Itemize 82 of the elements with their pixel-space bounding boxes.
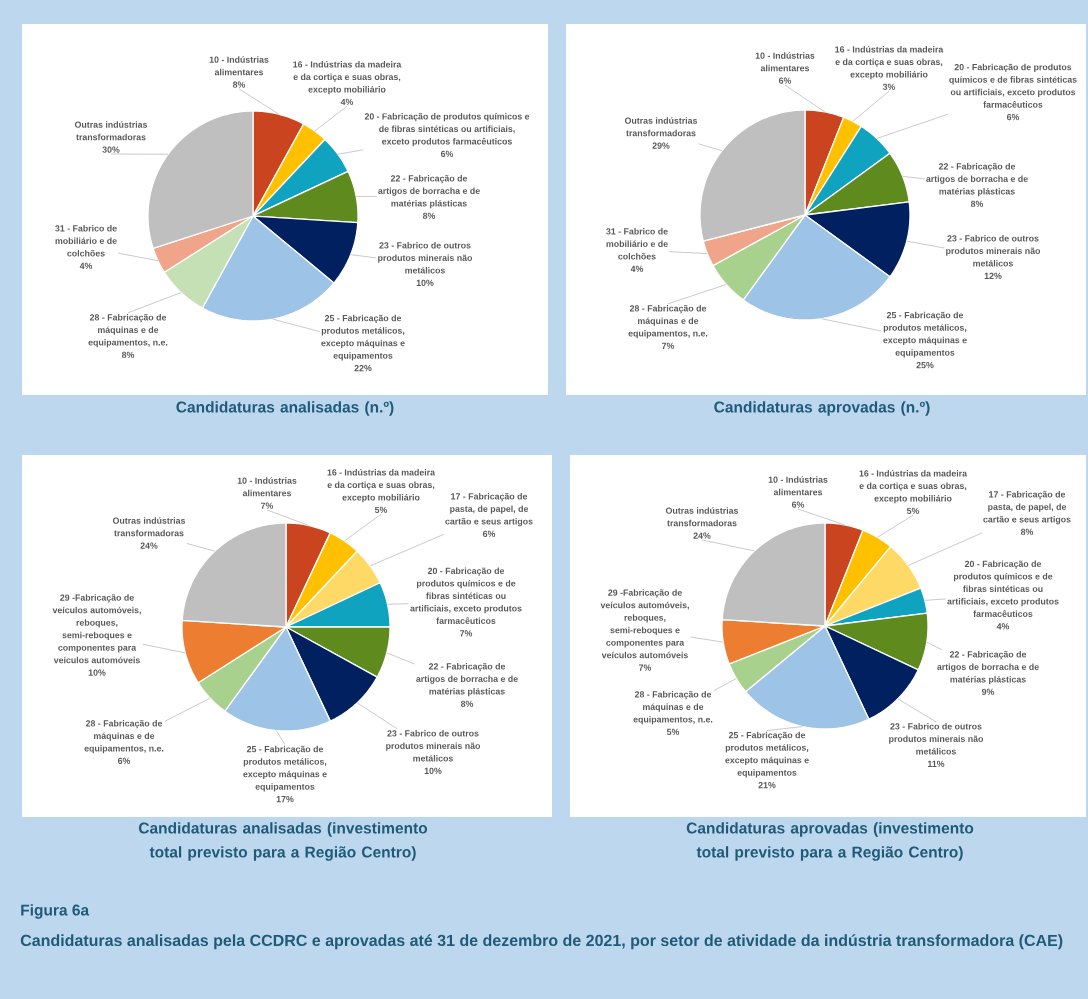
data-label: 17% [276, 796, 294, 803]
data-label: 12% [984, 272, 1002, 279]
slice-label: 23 - Fabrico de outros produtos minerais não metálicos [889, 723, 984, 755]
slice-label: 20 - Fabricação de produtos químicos e de fibras sintéticas ou artificiais, exceto produtos farmacêuticos [364, 112, 530, 147]
slice-label: 22 - Fabricação de artigos de borracha e de matérias plásticas [416, 663, 518, 697]
slice-label: 29 -Fabricação de veículos automóveis, reboques, semi-reboques e componentes para veículos automóveis [600, 589, 689, 659]
slice-label: 22 - Fabricação de artigos de borracha e de matérias plásticas [926, 163, 1028, 197]
slice-label: 28 - Fabricação de máquinas e de equipamentos, n.e. [88, 314, 168, 348]
data-label: 6% [117, 757, 131, 764]
text: Candidaturas analisadas pela CCDRC e aprovadas até 31 de dezembro de 2021, por setor de atividade da indústria transformadora (CAE) [20, 934, 1063, 950]
text: Figura 6a [21, 904, 90, 919]
data-label: 7% [662, 342, 675, 349]
data-label: 21% [758, 782, 776, 789]
slice-label: 22 - Fabricação de artigos de borracha e de matérias plásticas [937, 651, 1039, 685]
slice-label: 25 - Fabricação de produtos metálicos, excepto máquinas e equipamentos [725, 731, 809, 778]
slice-label: 28 - Fabricação de máquinas e de equipamentos, n.e. [628, 305, 708, 339]
slice-label: 22 - Fabricação de artigos de borracha e de matérias plásticas [378, 175, 480, 209]
data-label: 30% [102, 146, 120, 153]
slice-label: 23 - Fabrico de outros produtos minerais não metálicos [386, 730, 481, 762]
data-label: 10% [88, 669, 106, 676]
slice-label: 20 - Fabricação de produtos químicos e de fibras sintéticas ou artificiais, exceto produtos farmacêuticos [410, 567, 522, 624]
data-label: 24% [140, 542, 158, 549]
text: Candidaturas aprovadas (investimento total previsto para a Região Centro) [686, 822, 974, 861]
slice-label: 31 - Fabrico de mobiliário e de colchões [606, 228, 668, 260]
slice-label: 10 - Indústrias alimentares [768, 476, 828, 496]
slice-label: 28 - Fabricação de máquinas e de equipamentos, n.e. [84, 720, 164, 754]
slice-label: 10 - Indústrias alimentares [237, 477, 297, 497]
data-label: 5% [666, 728, 680, 735]
data-label: 4% [340, 98, 354, 106]
data-label: 5% [374, 506, 388, 514]
data-label: 24% [693, 532, 711, 539]
data-label: 8% [460, 700, 474, 707]
slice-label: 16 - Indústrias da madeira e da cortiça e suas obras, excepto mobiliário [293, 61, 402, 95]
slice-label: Outras indústrias transformadoras [112, 517, 186, 537]
slice-label: Outras indústrias transformadoras [665, 507, 739, 527]
slice-label: 25 - Fabricação de produtos metálicos, excepto máquinas e equipamentos [883, 311, 967, 358]
slice-label: 10 - Indústrias alimentares [209, 56, 269, 76]
data-label: 8% [121, 351, 135, 358]
data-label: 8% [1020, 528, 1034, 535]
data-label: 7% [460, 630, 473, 637]
data-label: 22% [354, 365, 372, 372]
data-label: 11% [927, 760, 945, 767]
data-label: 6% [482, 530, 496, 537]
data-label: 7% [261, 502, 274, 509]
data-label: 6% [440, 150, 454, 158]
slice-label: Outras indústrias transformadoras [624, 117, 698, 137]
data-label: 10% [424, 767, 442, 774]
data-label: 3% [882, 83, 896, 91]
data-label: 6% [1006, 114, 1020, 121]
text: Candidaturas analisadas (investimento total previsto para a Região Centro) [138, 822, 428, 861]
slice-label: 17 - Fabricação de pasta, de papel, de cartão e seus artigos [445, 493, 533, 527]
slice-label: 16 - Indústrias da madeira e da cortiça e suas obras, excepto mobiliário [327, 468, 436, 503]
slice-label: 10 - Indústrias alimentares [755, 52, 815, 72]
slice-label: 16 - Indústrias da madeira e da cortiça e suas obras, excepto mobiliário [859, 469, 968, 504]
slice-label: 25 - Fabricação de produtos metálicos, excepto máquinas e equipamentos [243, 745, 327, 792]
data-label: 4% [630, 265, 644, 272]
data-label: 29% [652, 142, 670, 149]
data-label: 4% [79, 262, 93, 269]
text: Candidaturas aprovadas (n.º) [714, 401, 930, 416]
data-label: 9% [981, 688, 995, 695]
data-label: 8% [232, 81, 246, 88]
slice-label: 25 - Fabricação de produtos metálicos, excepto máquinas e equipamentos [321, 314, 405, 361]
slice-label: 31 - Fabrico de mobiliário e de colchões [55, 225, 117, 257]
slice-label: Outras indústrias transformadoras [74, 121, 148, 141]
data-label: 6% [778, 77, 792, 84]
slice-label: 28 - Fabricação de máquinas e de equipamentos, n.e. [633, 691, 713, 725]
slice-label: 23 - Fabrico de outros produtos minerais não metálicos [378, 242, 473, 274]
data-label: 25% [916, 362, 934, 369]
slice-label: 20 - Fabricação de produtos químicos e de fibras sintéticas ou artificiais, exceto produtos farmacêuticos [949, 63, 1077, 108]
data-label: 6% [791, 501, 805, 508]
slice-label: 20 - Fabricação de produtos químicos e de fibras sintéticas ou artificiais, exceto produtos farmacêuticos [947, 560, 1059, 617]
data-label: 4% [996, 623, 1010, 630]
slice-label: 23 - Fabrico de outros produtos minerais não metálicos [946, 235, 1041, 267]
slice-label: 29 -Fabricação de veículos automóveis, reboques, semi-reboques e componentes para veículos automóveis [52, 594, 141, 664]
slice-label: 16 - Indústrias da madeira e da cortiça e suas obras, excepto mobiliário [835, 45, 944, 80]
data-label: 8% [422, 212, 436, 219]
data-label: 5% [906, 507, 920, 515]
text: Candidaturas analisadas (n.º) [176, 401, 394, 416]
data-label: 7% [639, 664, 652, 671]
slice-label: 17 - Fabricação de pasta, de papel, de cartão e seus artigos [983, 491, 1071, 525]
data-label: 8% [970, 200, 984, 207]
data-label: 10% [416, 279, 434, 286]
